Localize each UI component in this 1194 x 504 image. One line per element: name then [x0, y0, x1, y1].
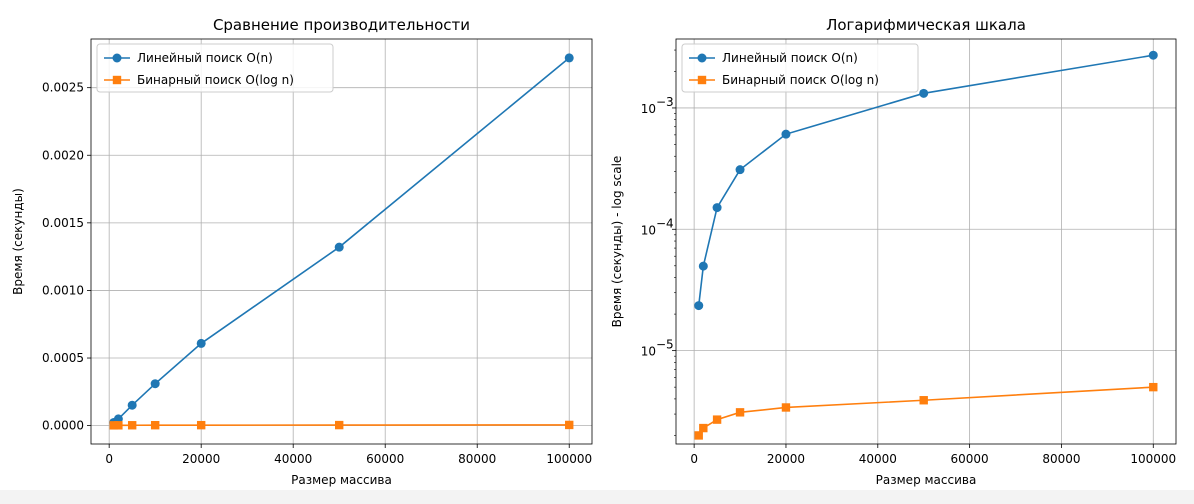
x-tick-label: 100000 — [546, 452, 592, 466]
legend-marker-square — [697, 75, 707, 85]
x-tick-label: 80000 — [1042, 452, 1080, 466]
data-point — [781, 403, 791, 412]
y-tick-label-base: 10 — [641, 102, 656, 116]
series-2 — [109, 420, 574, 430]
data-point — [150, 420, 160, 430]
y-axis-label: Время (секунды) - log scale — [610, 156, 624, 328]
legend-label: Линейный поиск O(n) — [137, 51, 273, 65]
x-tick-label: 20000 — [767, 452, 805, 466]
x-tick-label: 60000 — [366, 452, 404, 466]
x-tick-label: 60000 — [951, 452, 989, 466]
legend-frame — [96, 43, 334, 93]
legend-frame — [681, 43, 919, 93]
data-point — [699, 423, 708, 433]
data-point — [127, 421, 137, 430]
data-point — [114, 421, 123, 430]
y-tick-label-base: 10 — [641, 223, 656, 237]
legend-marker-circle — [112, 53, 122, 63]
legend-label: Бинарный поиск O(log n) — [137, 73, 294, 87]
legend-label: Линейный поиск O(n) — [722, 51, 858, 65]
y-tick-label: 0.0000 — [42, 419, 84, 433]
data-point — [694, 431, 703, 440]
data-point — [919, 88, 929, 98]
chart-title: Логарифмическая шкала — [826, 16, 1026, 34]
series-2 — [694, 382, 1158, 440]
series-1 — [694, 50, 1158, 311]
data-point — [712, 415, 722, 424]
y-tick-label: 0.0025 — [42, 81, 84, 95]
data-point — [1149, 382, 1158, 392]
y-tick-label: 0.0010 — [42, 283, 84, 297]
x-tick-label: 80000 — [458, 452, 496, 466]
y-tick-label: 0.0020 — [42, 148, 84, 162]
x-tick-label: 100000 — [1130, 452, 1176, 466]
x-tick-label: 20000 — [182, 452, 220, 466]
legend: Линейный поиск O(n) Бинарный поиск O(log … — [96, 43, 334, 93]
legend-marker-circle — [697, 53, 707, 63]
data-point — [1148, 50, 1158, 60]
series-line — [113, 57, 570, 424]
legend-label: Бинарный поиск O(log n) — [722, 73, 879, 87]
legend-marker-square — [112, 75, 122, 85]
series-line — [698, 386, 1154, 436]
legend: Линейный поиск O(n) Бинарный поиск O(log … — [681, 43, 919, 93]
data-point — [694, 301, 704, 311]
data-point — [196, 338, 206, 348]
y-axis-label: Время (секунды) — [11, 188, 25, 295]
x-axis-label: Размер массива — [876, 473, 977, 487]
y-tick-label-exponent: −4 — [656, 216, 674, 230]
chart-title: Сравнение производительности — [213, 16, 470, 34]
bottom-strip — [0, 490, 1194, 504]
grid — [676, 39, 1176, 444]
axes-frame — [90, 38, 593, 445]
y-tick-label-exponent: −5 — [656, 338, 674, 352]
y-tick-label-exponent: −3 — [656, 95, 674, 109]
y-tick-label: 0.0005 — [42, 351, 84, 365]
data-point — [698, 261, 708, 271]
data-point — [919, 396, 928, 405]
y-tick-label: 0.0015 — [42, 216, 84, 230]
data-point — [735, 408, 745, 417]
y-tick-label-base: 10 — [641, 345, 656, 359]
axes-frame — [675, 38, 1177, 445]
x-tick-label: 0 — [105, 452, 113, 466]
data-point — [196, 420, 206, 430]
grid — [91, 39, 592, 444]
x-axis-label: Размер массива — [291, 473, 392, 487]
data-point — [150, 379, 160, 389]
data-point — [712, 203, 722, 213]
data-point — [564, 53, 574, 63]
data-point — [565, 420, 574, 430]
data-point — [735, 165, 745, 175]
data-point — [334, 420, 344, 430]
x-tick-label: 40000 — [859, 452, 897, 466]
series-1 — [109, 53, 574, 427]
data-point — [334, 242, 344, 252]
data-point — [109, 421, 118, 430]
data-point — [127, 400, 137, 410]
x-tick-label: 40000 — [274, 452, 312, 466]
chart-1: 0 20000 40000 60000 80000 100000 0.0000 0.0005 0… — [11, 16, 593, 487]
data-point — [781, 129, 791, 139]
x-tick-label: 0 — [690, 452, 698, 466]
